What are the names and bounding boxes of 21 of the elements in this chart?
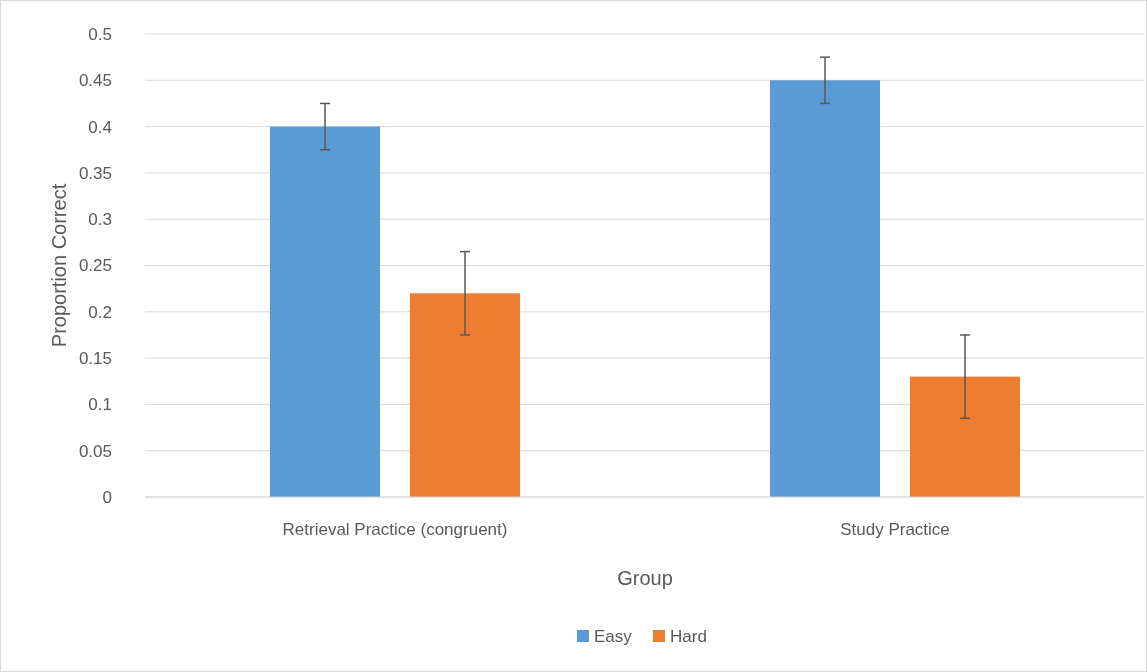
y-tick-label: 0 (102, 487, 112, 507)
y-tick-label: 0.2 (88, 302, 112, 322)
bar (770, 80, 880, 497)
bar (410, 293, 520, 497)
y-tick-label: 0.35 (78, 163, 112, 183)
y-tick-label: 0.3 (88, 210, 112, 230)
y-tick-label: 0.25 (78, 256, 112, 276)
y-tick-label: 0.5 (88, 24, 112, 44)
bar (910, 376, 1020, 497)
bar (270, 126, 380, 497)
y-tick-label: 0.1 (88, 395, 112, 415)
y-axis-title: Proportion Correct (48, 183, 70, 348)
legend-label: Easy (594, 626, 633, 646)
x-tick-label: Retrieval Practice (congruent) (282, 520, 508, 539)
y-tick-label: 0.4 (88, 117, 112, 137)
legend-label: Hard (670, 626, 707, 646)
x-axis-title: Group (617, 567, 673, 589)
y-tick-label: 0.45 (78, 71, 112, 91)
y-tick-label: 0.05 (78, 441, 112, 461)
x-tick-label: Study Practice (840, 520, 950, 539)
y-tick-label: 0.15 (78, 349, 112, 369)
